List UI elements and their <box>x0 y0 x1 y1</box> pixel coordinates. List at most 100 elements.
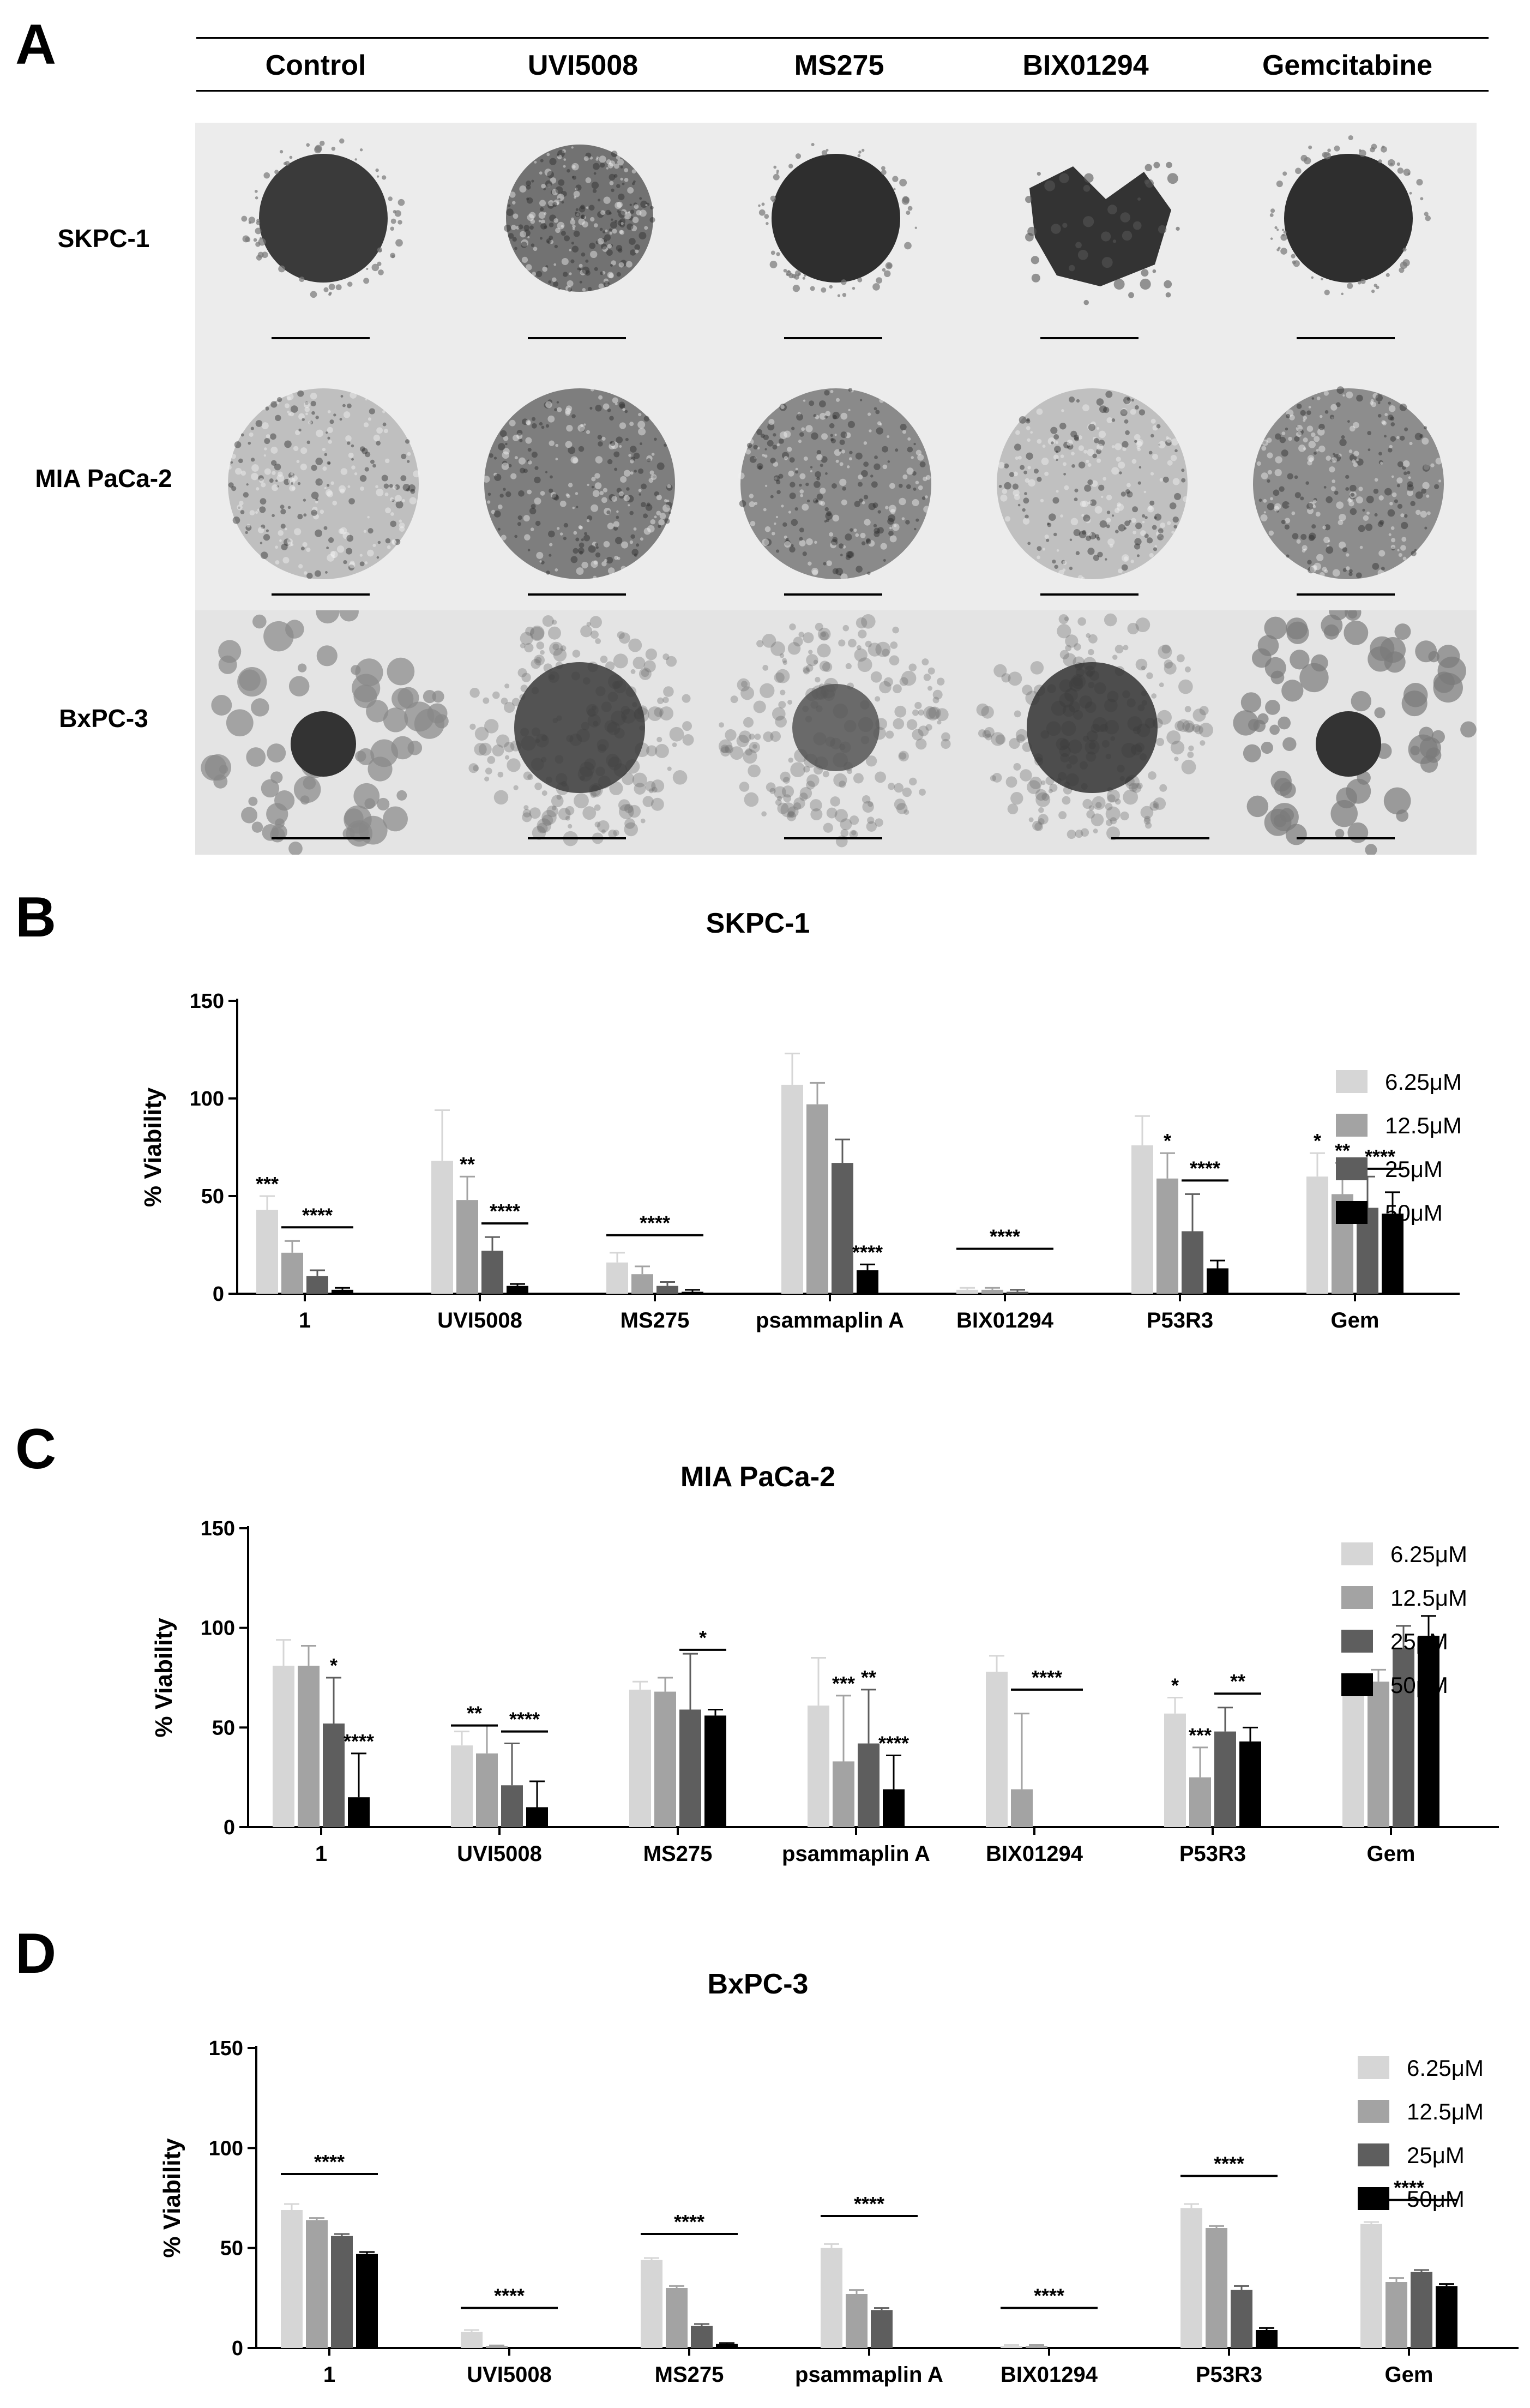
bar <box>704 1715 726 1827</box>
y-tick-label: 100 <box>209 2137 243 2160</box>
bar <box>1007 1292 1028 1294</box>
micrograph <box>195 123 451 367</box>
micrograph <box>1220 123 1477 367</box>
bar <box>808 1706 829 1827</box>
bar <box>331 2236 353 2348</box>
bar <box>846 2294 868 2348</box>
bar <box>679 1709 701 1827</box>
legend-label: 6.25μM <box>1407 2055 1484 2081</box>
panel-letter-a: A <box>15 13 57 76</box>
significance-stars: **** <box>1365 1145 1395 1168</box>
y-tick-label: 0 <box>213 1283 224 1306</box>
column-label-gemcitabine: Gemcitabine <box>1262 50 1433 81</box>
significance-stars: ** <box>467 1702 482 1725</box>
significance-stars: ** <box>861 1666 876 1689</box>
bar <box>486 2346 508 2348</box>
significance-stars: **** <box>1032 1666 1062 1689</box>
bar <box>306 1276 328 1294</box>
y-tick-label: 100 <box>190 1088 224 1110</box>
category-label: P53R3 <box>1196 2363 1262 2387</box>
category-label: psammaplin A <box>756 1308 904 1332</box>
y-tick-label: 50 <box>220 2237 243 2260</box>
bar <box>1360 2224 1382 2348</box>
legend-label: 50μM <box>1385 1200 1443 1226</box>
bar <box>716 2344 738 2348</box>
significance-stars: * <box>699 1626 707 1649</box>
significance-stars: * <box>1171 1674 1179 1697</box>
bar <box>858 1743 880 1827</box>
bar <box>682 1292 703 1294</box>
bar <box>1368 1682 1389 1827</box>
bar <box>1001 2346 1022 2348</box>
bar <box>256 1210 278 1294</box>
bar <box>348 1797 370 1827</box>
bar <box>691 2326 713 2348</box>
bar <box>1189 1777 1211 1827</box>
bar <box>956 1289 978 1294</box>
category-label: psammaplin A <box>782 1842 930 1866</box>
micrograph <box>964 610 1220 855</box>
significance-stars: **** <box>674 2211 704 2233</box>
y-tick-label: 100 <box>201 1617 235 1640</box>
bar <box>1418 1636 1439 1827</box>
significance-stars: **** <box>509 1708 540 1731</box>
significance-stars: **** <box>302 1204 333 1226</box>
bar <box>431 1161 453 1294</box>
category-label: 1 <box>323 2363 335 2387</box>
category-label: 1 <box>299 1308 311 1332</box>
category-label: MS275 <box>643 1842 713 1866</box>
significance-stars: **** <box>854 2193 884 2215</box>
legend-label: 12.5μM <box>1385 1113 1462 1138</box>
micrograph <box>1220 610 1477 855</box>
micrograph <box>708 123 964 367</box>
legend-swatch <box>1358 2143 1389 2166</box>
significance-stars: **** <box>852 1241 883 1263</box>
bar <box>833 1761 854 1827</box>
significance-stars: **** <box>1190 1157 1220 1179</box>
category-label: MS275 <box>621 1308 690 1332</box>
micrograph <box>451 610 708 855</box>
bar <box>281 2210 303 2348</box>
category-label: BIX01294 <box>1001 2363 1098 2387</box>
legend-label: 25μM <box>1385 1156 1443 1182</box>
panel-a-header-rule <box>196 90 1489 92</box>
significance-stars: **** <box>344 1730 374 1752</box>
legend-label: 12.5μM <box>1407 2099 1484 2124</box>
category-label: P53R3 <box>1179 1842 1246 1866</box>
bar <box>857 1270 878 1294</box>
bar <box>654 1691 676 1827</box>
bar <box>306 2220 328 2348</box>
significance-stars: **** <box>490 1200 520 1222</box>
micrograph <box>964 123 1220 367</box>
significance-stars: * <box>1164 1130 1171 1152</box>
bar <box>629 1689 651 1827</box>
column-label-control: Control <box>265 50 366 81</box>
significance-stars: **** <box>314 2151 345 2173</box>
legend-label: 25μM <box>1390 1629 1448 1654</box>
bar <box>461 2332 483 2348</box>
bar <box>481 1251 503 1294</box>
bar <box>1131 1145 1153 1294</box>
bar <box>356 2254 378 2348</box>
bar <box>1306 1176 1328 1294</box>
chart-title: MIA PaCa-2 <box>680 1461 835 1493</box>
column-label-ms275: MS275 <box>794 50 884 81</box>
legend-swatch <box>1336 1157 1368 1180</box>
bar <box>1206 2228 1227 2348</box>
chart-skpc1: SKPC-1 % Viability 0 50 100 150 1 UVI5008 MS275 p… <box>0 894 1530 1353</box>
bar <box>821 2248 842 2348</box>
chart-title: BxPC-3 <box>708 1968 809 2000</box>
legend-swatch <box>1341 1542 1373 1565</box>
bar <box>832 1163 853 1294</box>
bar <box>871 2310 893 2348</box>
y-tick-label: 0 <box>232 2337 243 2360</box>
category-label: Gem <box>1331 1308 1380 1332</box>
micrograph <box>195 367 451 611</box>
bar <box>507 1286 528 1294</box>
bar <box>1231 2290 1252 2348</box>
bar <box>1011 1789 1033 1827</box>
legend-label: 6.25μM <box>1385 1069 1462 1095</box>
legend-swatch <box>1358 2056 1389 2079</box>
significance-stars: *** <box>832 1672 855 1695</box>
bar <box>1382 1214 1403 1294</box>
